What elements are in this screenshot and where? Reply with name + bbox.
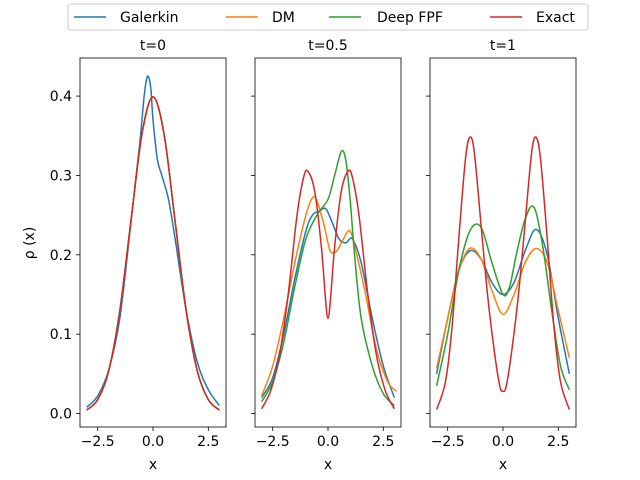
y-tick-label: 0.2 <box>50 248 72 264</box>
x-tick-label: −2.5 <box>256 434 290 450</box>
series-group <box>260 149 398 410</box>
y-tick-label: 0.0 <box>50 407 72 423</box>
y-tick-label: 0.1 <box>50 327 72 343</box>
y-tick-label: 0.3 <box>50 168 72 184</box>
panel-t1: t=1 −2.5 0.0 2.5 x <box>426 38 577 473</box>
legend: Galerkin DM Deep FPF Exact <box>67 3 589 31</box>
legend-entry-dm: DM <box>226 10 295 26</box>
legend-label-galerkin: Galerkin <box>120 10 179 26</box>
x-tick-label: 2.5 <box>547 434 569 450</box>
legend-label-deep-fpf: Deep FPF <box>377 10 443 26</box>
legend-frame <box>67 3 589 31</box>
series-group <box>86 75 220 411</box>
series-line-exact <box>86 96 220 411</box>
x-tick-label: 0.0 <box>492 434 514 450</box>
x-tick-label: 0.0 <box>142 434 164 450</box>
series-group <box>435 136 571 410</box>
panel-t0: t=0 −2.5 0.0 2.5 x 0.0 0.1 0.2 0.3 0.4 <box>50 38 227 473</box>
series-line-exact <box>260 169 396 410</box>
legend-label-dm: DM <box>272 10 295 26</box>
y-axis-label: ρ (x) <box>22 227 38 260</box>
x-axis-label: x <box>324 457 332 473</box>
legend-label-exact: Exact <box>536 10 575 26</box>
panel-title: t=0.5 <box>308 38 347 54</box>
series-line-deep-fpf <box>260 149 395 407</box>
legend-entry-exact: Exact <box>490 10 575 26</box>
y-tick-label: 0.4 <box>50 89 72 105</box>
legend-entry-deep-fpf: Deep FPF <box>329 10 443 26</box>
x-tick-label: 2.5 <box>372 434 394 450</box>
series-line-dm <box>260 195 398 397</box>
panel-t0-5: t=0.5 −2.5 0.0 2.5 x <box>251 38 402 473</box>
x-tick-label: 2.5 <box>197 434 219 450</box>
x-tick-label: −2.5 <box>81 434 115 450</box>
panel-title: t=1 <box>490 38 516 54</box>
legend-entry-galerkin: Galerkin <box>74 10 179 26</box>
panel-title: t=0 <box>140 38 166 54</box>
x-axis-label: x <box>149 457 157 473</box>
series-line-exact <box>435 136 571 410</box>
series-line-deep-fpf <box>435 205 571 390</box>
x-tick-label: 0.0 <box>317 434 339 450</box>
x-axis-label: x <box>499 457 507 473</box>
x-tick-label: −2.5 <box>431 434 465 450</box>
